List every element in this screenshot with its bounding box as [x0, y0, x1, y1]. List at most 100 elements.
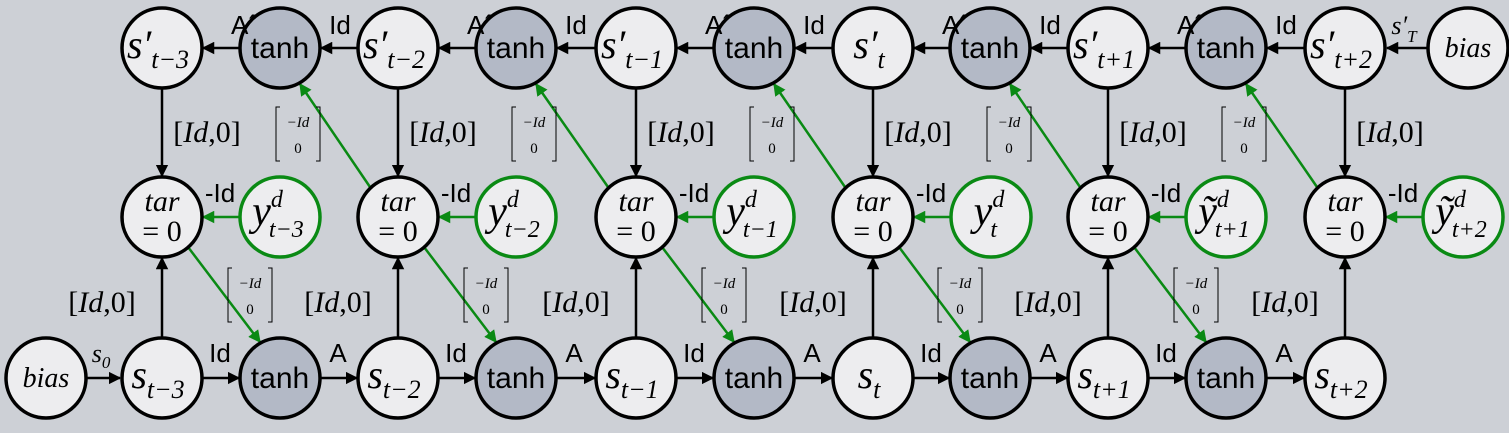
- observation-node-4-label: ỹd t+1: [1194, 187, 1250, 243]
- target-node-0-tar: tar: [144, 185, 179, 218]
- matrix-bottom-2-lbracket: [701, 267, 706, 323]
- bracket-top-3: [Id,0]: [884, 116, 952, 149]
- label-minus-id-4: -Id: [1151, 178, 1181, 208]
- tanh-node-bottom-0-label: tanh: [251, 362, 309, 395]
- state-node-5-label: st+2: [1314, 352, 1367, 404]
- tanh-node-bottom-1-label: tanh: [487, 362, 545, 395]
- state-node-5-circle: [1303, 336, 1387, 420]
- tanh-node-bottom-1-circle: [474, 336, 558, 420]
- matrix-bottom-4-lbracket: [1173, 267, 1178, 323]
- matrix-top-0-bottom: 0: [294, 141, 302, 157]
- matrix-bottom-3-lbracket: [937, 267, 942, 323]
- matrix-bottom-0-rbracket: [268, 267, 273, 323]
- sT-prime-label: s′T: [1391, 11, 1418, 46]
- label-id-bottom-1: Id: [445, 338, 467, 368]
- observation-node-3-circle: [949, 175, 1033, 259]
- label-minus-id-3: -Id: [916, 178, 946, 208]
- tanh-node-top-3-circle: [948, 6, 1032, 90]
- tanh-node-top-2-label: tanh: [725, 32, 783, 65]
- prime-state-node-1-circle: [356, 6, 440, 90]
- matrix-top-0-rbracket: [316, 106, 321, 162]
- prime-state-node-0-circle: [120, 6, 204, 90]
- prime-state-node-3: s′t: [831, 6, 915, 90]
- matrix-top-3: −Id 0: [986, 106, 1032, 162]
- s0-label: s0: [92, 339, 111, 372]
- label-id-top-3: Id: [1039, 10, 1061, 40]
- prime-state-node-5: s′t+2: [1303, 6, 1387, 90]
- edge-tar-tanh-top-3: [1008, 82, 1082, 188]
- bias-node-bottom-circle: [4, 336, 88, 420]
- matrix-top-3-lbracket: [986, 106, 991, 162]
- prime-state-node-0-label: s′t−3: [127, 22, 189, 74]
- state-node-4-label: st+1: [1077, 352, 1130, 404]
- matrix-top-1-lbracket: [511, 106, 516, 162]
- bracket-top-2: [Id,0]: [647, 116, 715, 149]
- state-node-0-circle: [120, 336, 204, 420]
- target-node-4-eq: = 0: [1088, 215, 1127, 248]
- edge-tar-tanh-bot-0: [187, 246, 261, 343]
- tanh-node-top-1: tanh: [474, 6, 558, 90]
- bracket-bottom-1: [Id,0]: [304, 286, 372, 319]
- target-node-0: tar= 0: [120, 175, 204, 259]
- bias-node-top: bias: [1426, 6, 1509, 90]
- bracket-top-5: [Id,0]: [1356, 116, 1424, 149]
- observation-node-2: yd t−1: [712, 175, 796, 259]
- matrix-top-2-bottom: 0: [768, 141, 776, 157]
- matrix-bottom-3-bottom: 0: [956, 302, 964, 318]
- state-node-0-label: st−3: [131, 352, 184, 404]
- edge-tar-tanh-top-2: [772, 82, 847, 188]
- tanh-node-top-2: tanh: [712, 6, 796, 90]
- tanh-node-bottom-4-label: tanh: [1197, 362, 1255, 395]
- tanh-node-top-4-label: tanh: [1197, 32, 1255, 65]
- matrix-top-4: −Id 0: [1221, 106, 1267, 162]
- label-id-top-4: Id: [1275, 10, 1297, 40]
- tanh-node-top-0-label: tanh: [251, 32, 309, 65]
- tanh-node-top-4-circle: [1184, 6, 1268, 90]
- tanh-node-bottom-4: tanh: [1184, 336, 1268, 420]
- target-node-1-tar: tar: [380, 185, 415, 218]
- state-node-2-label: st−1: [605, 352, 658, 404]
- label-a-bottom-3: A: [1039, 338, 1057, 368]
- target-node-3-tar: tar: [855, 185, 890, 218]
- matrix-top-2-rbracket: [790, 106, 795, 162]
- label-id-top-2: Id: [803, 10, 825, 40]
- matrix-top-2-lbracket: [749, 106, 754, 162]
- observation-node-0-circle: [238, 175, 322, 259]
- matrix-top-0-lbracket: [275, 106, 280, 162]
- matrix-bottom-4-top: −Id: [1185, 276, 1208, 292]
- tanh-node-top-0: tanh: [238, 6, 322, 90]
- matrix-bottom-3-top: −Id: [949, 276, 972, 292]
- target-node-3: tar= 0: [831, 175, 915, 259]
- target-node-2-eq: = 0: [616, 215, 655, 248]
- matrix-top-4-lbracket: [1221, 106, 1226, 162]
- matrix-top-3-bottom: 0: [1005, 141, 1013, 157]
- state-node-4: st+1: [1066, 336, 1150, 420]
- tanh-node-bottom-2: tanh: [712, 336, 796, 420]
- tanh-node-bottom-3-circle: [948, 336, 1032, 420]
- tanh-node-bottom-1: tanh: [474, 336, 558, 420]
- observation-node-2-circle: [712, 175, 796, 259]
- matrix-top-0-top: −Id: [287, 115, 310, 131]
- target-node-5-tar: tar: [1327, 185, 1362, 218]
- target-node-5: tar= 0: [1303, 175, 1387, 259]
- label-minus-id-0: -Id: [205, 178, 235, 208]
- matrix-bottom-0: −Id 0: [227, 267, 273, 323]
- tanh-node-top-3-label: tanh: [961, 32, 1019, 65]
- observation-node-5-circle: [1421, 175, 1505, 259]
- state-node-1-circle: [356, 336, 440, 420]
- target-node-4-tar: tar: [1090, 185, 1125, 218]
- target-node-2-tar: tar: [618, 185, 653, 218]
- matrix-bottom-1-top: −Id: [475, 276, 498, 292]
- matrix-bottom-1: −Id 0: [463, 267, 509, 323]
- bracket-top-4: [Id,0]: [1119, 116, 1187, 149]
- observation-node-3-label: yd t: [970, 187, 1006, 243]
- label-id-top-0: Id: [329, 10, 351, 40]
- prime-state-node-4-circle: [1066, 6, 1150, 90]
- target-node-3-eq: = 0: [853, 215, 892, 248]
- matrix-top-1: −Id 0: [511, 106, 557, 162]
- prime-state-node-4-label: s′t+1: [1073, 22, 1135, 74]
- tanh-node-bottom-0-circle: [238, 336, 322, 420]
- observation-node-1: yd t−2: [474, 175, 558, 259]
- label-a-bottom-1: A: [565, 338, 583, 368]
